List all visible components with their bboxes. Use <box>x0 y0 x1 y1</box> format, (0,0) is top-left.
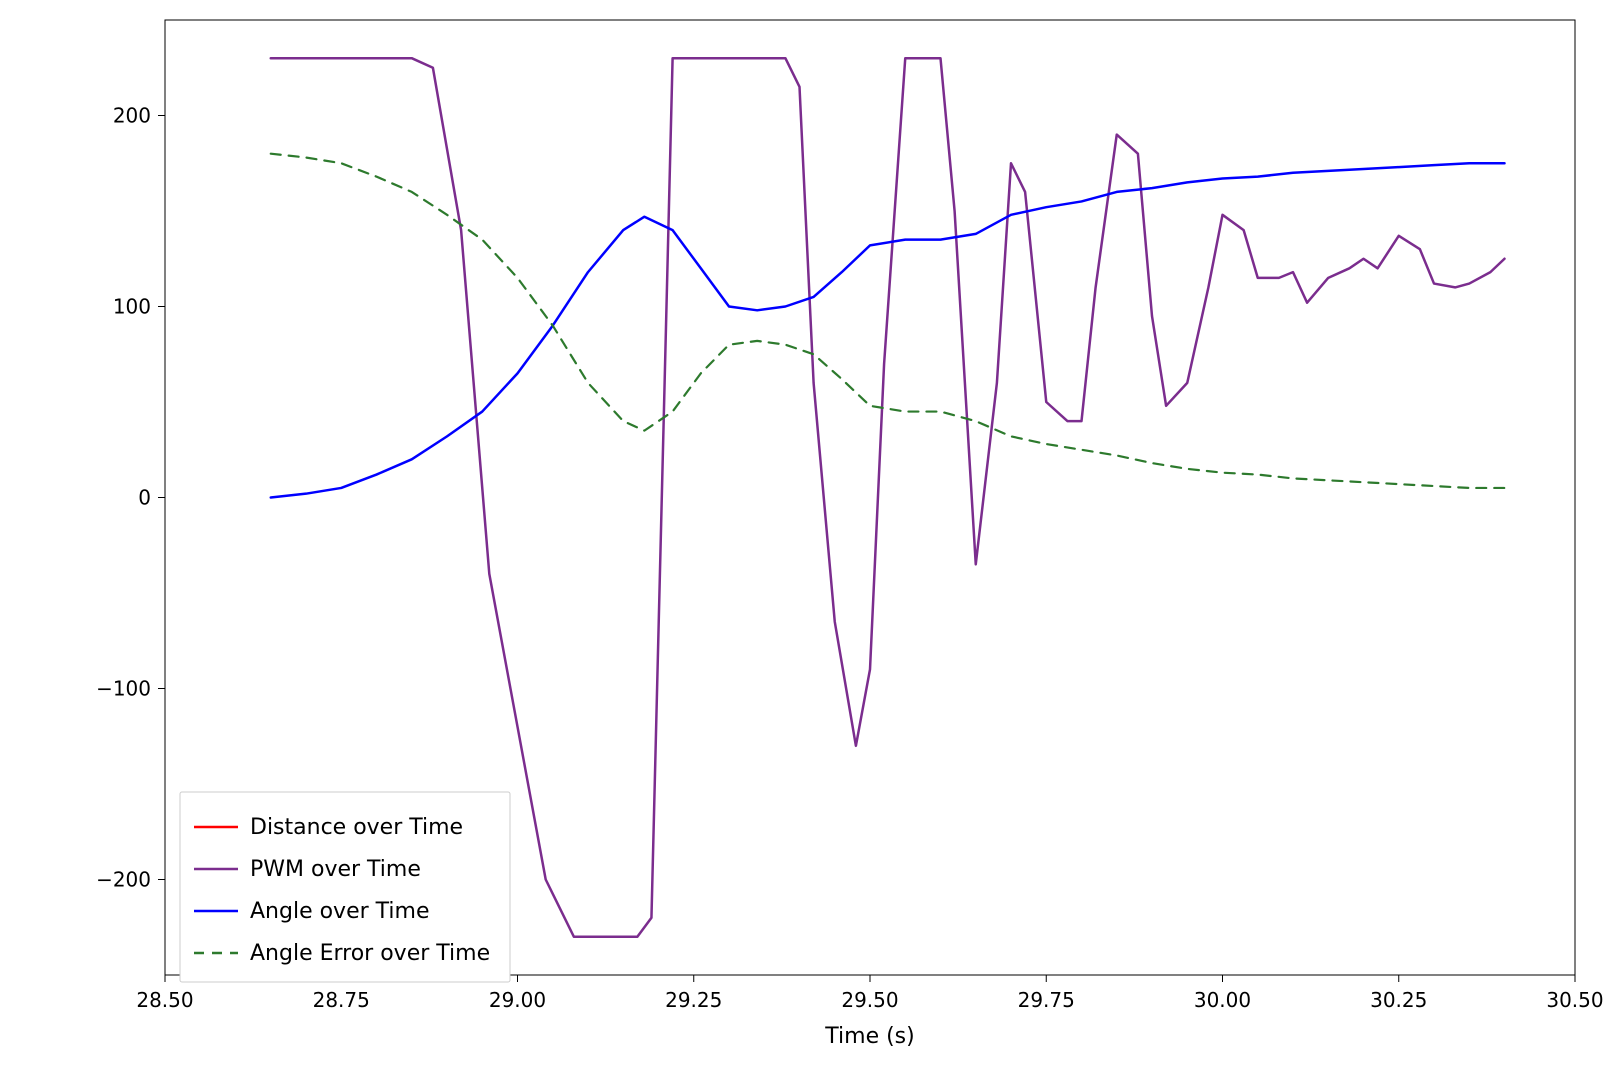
x-tick-label: 29.00 <box>489 988 546 1012</box>
x-tick-label: 28.75 <box>313 988 370 1012</box>
y-tick-label: 100 <box>113 295 151 319</box>
legend-label: Distance over Time <box>250 815 463 840</box>
legend-label: Angle over Time <box>250 899 430 924</box>
x-tick-label: 28.50 <box>136 988 193 1012</box>
y-tick-label: 0 <box>138 486 151 510</box>
legend-label: Angle Error over Time <box>250 941 490 966</box>
x-tick-label: 29.25 <box>665 988 722 1012</box>
x-tick-label: 30.25 <box>1370 988 1427 1012</box>
y-tick-label: −200 <box>96 868 151 892</box>
line-chart: 28.50 28.75 29.00 29.25 29.50 29.75 30.00 30.25… <box>0 0 1614 1068</box>
x-tick-label: 30.50 <box>1546 988 1603 1012</box>
y-tick-label: 200 <box>113 104 151 128</box>
y-tick-label: −100 <box>96 677 151 701</box>
legend: Distance over Time PWM over Time Angle ove… <box>180 792 510 982</box>
x-tick-label: 30.00 <box>1194 988 1251 1012</box>
chart-container: 28.50 28.75 29.00 29.25 29.50 29.75 30.00 30.25… <box>0 0 1614 1068</box>
x-axis-label: Time (s) <box>824 1024 914 1049</box>
x-tick-label: 29.50 <box>841 988 898 1012</box>
legend-label: PWM over Time <box>250 857 421 882</box>
x-tick-label: 29.75 <box>1018 988 1075 1012</box>
